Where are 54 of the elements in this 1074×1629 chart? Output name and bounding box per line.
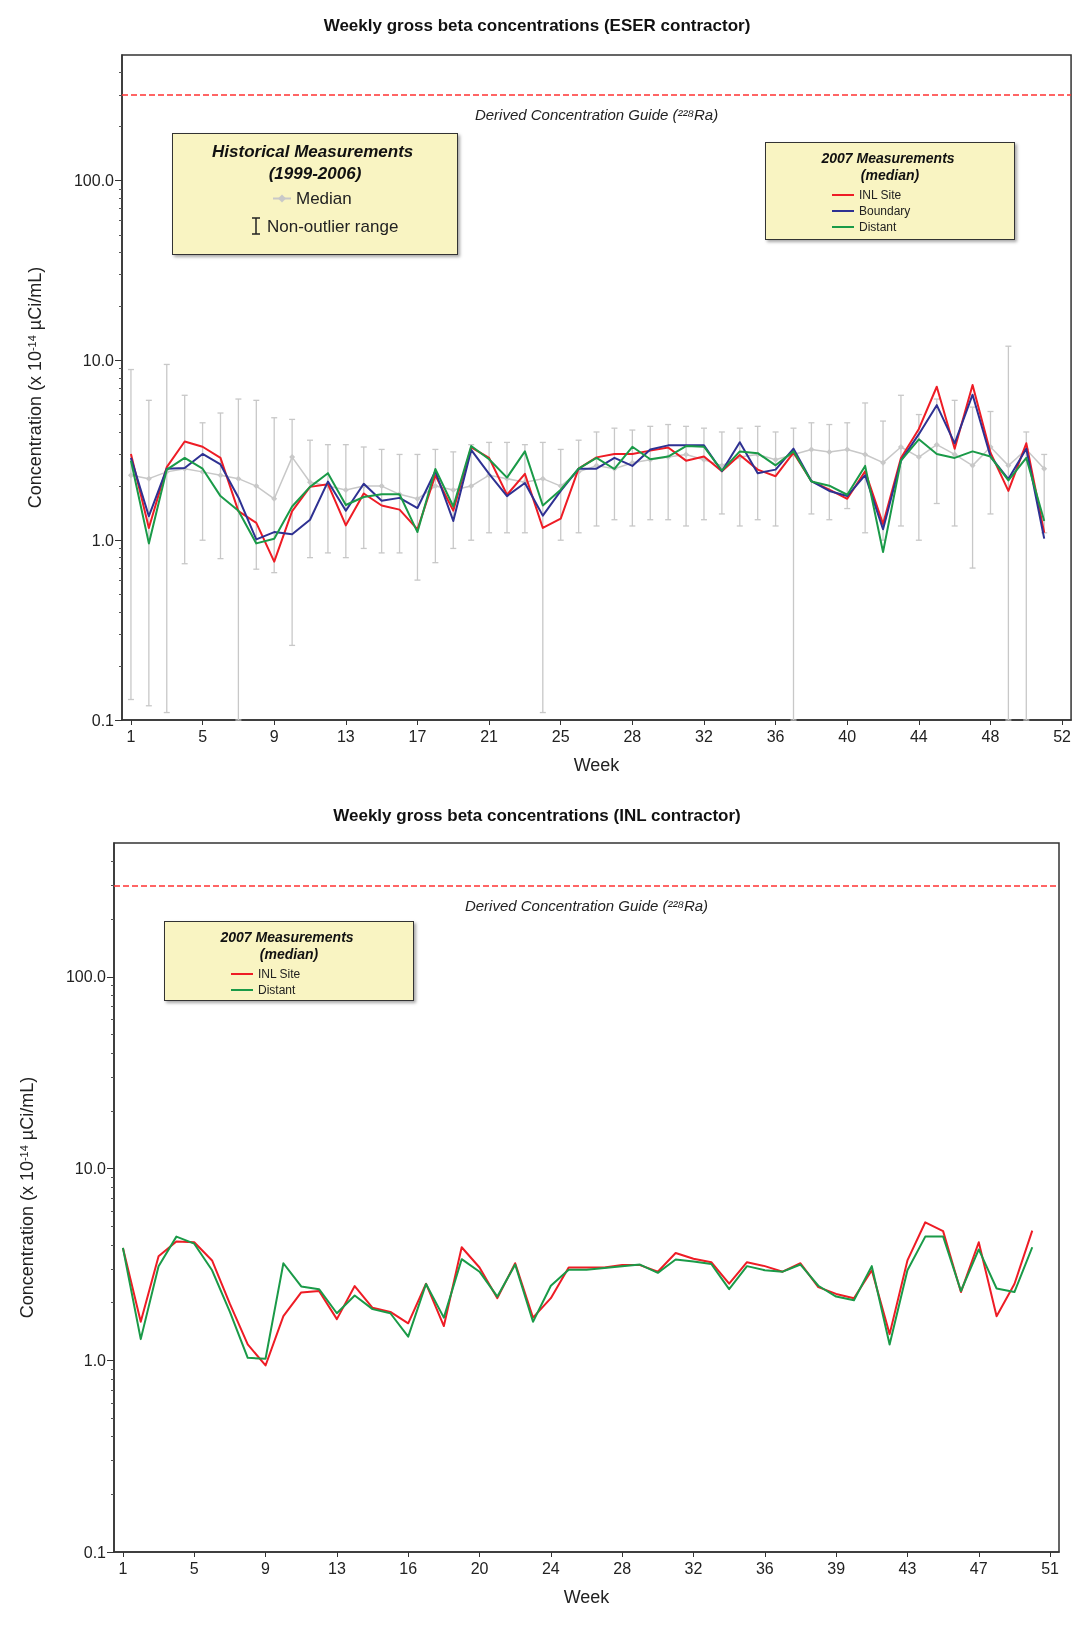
y-tick-label: 10.0 — [74, 1160, 107, 1178]
legend-label: Median — [296, 189, 352, 208]
x-tick-label: 47 — [969, 1559, 988, 1577]
x-tick-label: 36 — [755, 1559, 774, 1577]
y-axis-title: Concentration (x 10-14 µCi/mL) — [17, 1076, 37, 1319]
y-tick-label: 1.0 — [91, 531, 115, 549]
x-tick-label: 16 — [399, 1559, 418, 1577]
x-tick-label: 28 — [613, 1559, 632, 1577]
x-tick-label: 21 — [480, 727, 499, 745]
y-tick-label: 100.0 — [73, 172, 115, 190]
x-axis-title: Week — [563, 1587, 611, 1607]
x-tick-label: 52 — [1053, 727, 1072, 745]
x-tick-label: 13 — [336, 727, 355, 745]
y-tick-label: 10.0 — [82, 351, 115, 369]
y-tick-label: 1.0 — [83, 1351, 107, 1369]
x-tick-label: 1 — [126, 727, 136, 745]
x-tick-label: 5 — [189, 1559, 199, 1577]
x-tick-label: 24 — [541, 1559, 560, 1577]
x-tick-label: 20 — [470, 1559, 489, 1577]
x-tick-label: 36 — [766, 727, 785, 745]
legend-label: Boundary — [859, 204, 911, 218]
x-tick-label: 9 — [261, 1559, 271, 1577]
x-tick-label: 5 — [198, 727, 208, 745]
annotation: Historical Measurements (1999-2006) — [212, 141, 418, 183]
ref-line-label: Derived Concentration Guide (²²⁸Ra) — [464, 896, 709, 914]
chart-title: Weekly gross beta concentrations (INL contractor) — [333, 806, 741, 825]
legend-title: 2007 Measurements (median) — [820, 149, 959, 183]
x-tick-label: 13 — [327, 1559, 346, 1577]
x-tick-label: 32 — [695, 727, 713, 745]
x-tick-label: 17 — [408, 727, 427, 745]
legend-label: Distant — [859, 220, 898, 234]
annotation: Non-outlier range — [267, 217, 399, 236]
x-tick-label: 40 — [838, 727, 857, 745]
ref-line-label: Derived Concentration Guide (²²⁸Ra) — [474, 105, 719, 123]
x-tick-label: 32 — [684, 1559, 703, 1577]
x-tick-label: 9 — [269, 727, 279, 745]
y-axis-title: Concentration (x 10-14 µCi/mL) — [25, 266, 45, 509]
legend-label: INL Site — [258, 967, 301, 981]
x-tick-label: 43 — [898, 1559, 917, 1577]
x-tick-label: 51 — [1041, 1559, 1060, 1577]
x-tick-label: 25 — [551, 727, 570, 745]
x-tick-label: 44 — [909, 727, 928, 745]
chart-title: Weekly gross beta concentrations (ESER contractor) — [323, 16, 751, 35]
y-tick-label: 100.0 — [65, 968, 107, 986]
x-tick-label: 1 — [118, 1559, 128, 1577]
legend-title: 2007 Measurements (median) — [219, 928, 358, 962]
x-tick-label: 39 — [827, 1559, 846, 1577]
x-tick-label: 48 — [981, 727, 1000, 745]
legend-label: Distant — [258, 983, 297, 997]
legend-label: INL Site — [859, 188, 902, 202]
x-tick-label: 28 — [623, 727, 642, 745]
x-axis-title: Week — [573, 755, 621, 775]
y-tick-label: 0.1 — [91, 711, 115, 729]
y-tick-label: 0.1 — [83, 1543, 107, 1561]
